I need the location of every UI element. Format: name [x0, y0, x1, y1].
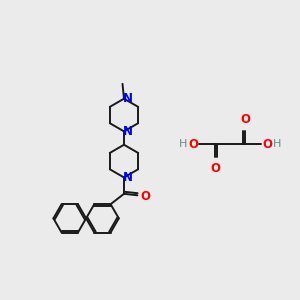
Text: N: N — [123, 171, 133, 184]
Text: O: O — [140, 190, 150, 203]
Text: N: N — [123, 92, 133, 105]
Text: H: H — [273, 139, 282, 149]
Text: O: O — [262, 138, 272, 151]
Text: N: N — [123, 125, 133, 138]
Text: H: H — [179, 139, 187, 149]
Text: O: O — [210, 162, 220, 175]
Text: O: O — [240, 113, 250, 126]
Text: O: O — [188, 138, 198, 151]
